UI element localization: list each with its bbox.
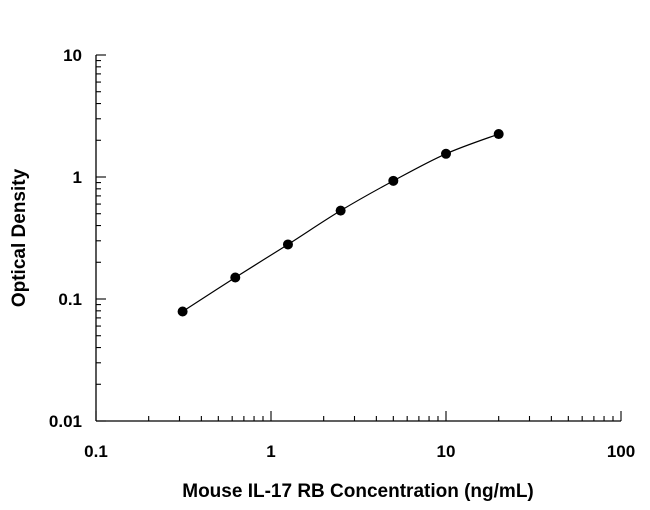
data-point xyxy=(177,306,188,317)
y-tick-label: 1 xyxy=(73,168,82,187)
axes-group xyxy=(95,55,621,422)
data-point xyxy=(388,175,399,186)
y-axis-title: Optical Density xyxy=(9,168,30,307)
y-tick-label: 10 xyxy=(63,46,82,65)
fit-curve-line xyxy=(182,133,499,312)
y-tick-label: 0.1 xyxy=(58,290,82,309)
data-point xyxy=(282,239,293,250)
x-tick-label: 1 xyxy=(266,442,275,461)
x-tick-label: 0.1 xyxy=(84,442,108,461)
x-tick-label: 100 xyxy=(607,442,635,461)
data-point xyxy=(335,205,346,216)
x-tick-label: 10 xyxy=(437,442,456,461)
y-tick-label: 0.01 xyxy=(49,412,82,431)
fit-curve-group xyxy=(182,133,499,312)
labels-group: Mouse IL-17 RB Concentration (ng/mL) Opt… xyxy=(9,168,534,502)
data-points-group xyxy=(177,129,504,317)
data-point xyxy=(441,148,451,159)
data-point xyxy=(493,129,504,140)
data-point xyxy=(230,272,241,283)
x-axis-title: Mouse IL-17 RB Concentration (ng/mL) xyxy=(182,481,534,502)
